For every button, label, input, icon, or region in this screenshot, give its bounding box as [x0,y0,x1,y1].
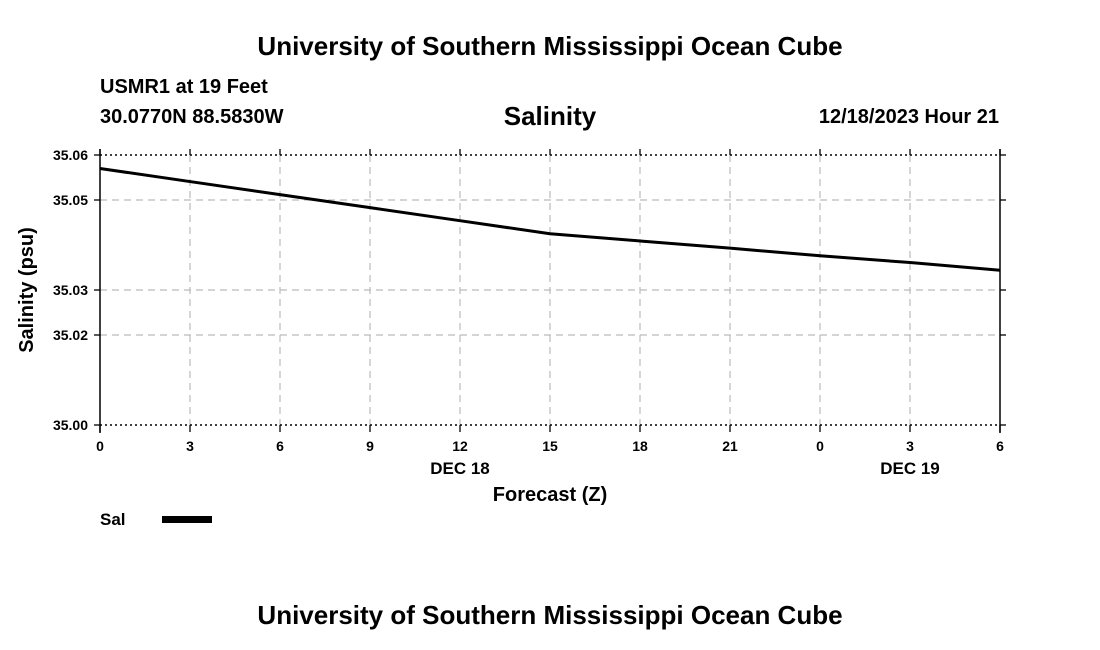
x-day-label: DEC 18 [430,459,490,478]
x-tick-label: 18 [632,438,648,454]
x-axis-label: Forecast (Z) [493,484,607,506]
series-line-sal [99,167,1001,272]
page-title: University of Southern Mississippi Ocean… [257,31,843,61]
y-tick-label: 35.05 [53,192,88,208]
chart-title: Salinity [503,101,597,131]
y-tick-label: 35.06 [53,147,88,163]
y-tick-label: 35.02 [53,327,88,343]
footer-title: University of Southern Mississippi Ocean… [257,600,843,630]
x-tick-label: 6 [276,438,284,454]
x-tick-label: 3 [906,438,914,454]
coordinates-label: 30.0770N 88.5830W [100,106,284,128]
y-axis-label: Salinity (psu) [16,227,38,353]
datetime-label: 12/18/2023 Hour 21 [818,106,999,128]
x-tick-label: 9 [366,438,374,454]
legend-swatch [162,516,212,523]
x-tick-label: 0 [816,438,824,454]
x-tick-label: 3 [186,438,194,454]
x-tick-label: 0 [96,438,104,454]
legend-label: Sal [100,510,126,529]
y-tick-label: 35.00 [53,417,88,433]
y-tick-label: 35.03 [53,282,88,298]
station-label: USMR1 at 19 Feet [100,76,268,98]
x-tick-label: 21 [722,438,738,454]
x-tick-label: 15 [542,438,558,454]
x-tick-label: 12 [452,438,468,454]
x-tick-label: 6 [996,438,1004,454]
x-day-label: DEC 19 [880,459,940,478]
